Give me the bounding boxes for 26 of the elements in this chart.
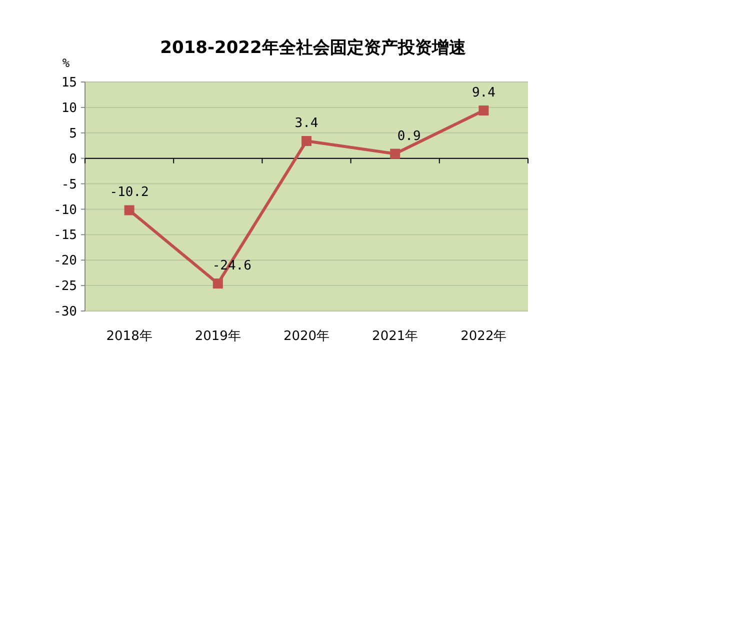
point	[124, 205, 134, 216]
x-tick-label: 2021年	[372, 329, 418, 344]
y-tick-label: -20	[54, 254, 77, 269]
point	[302, 136, 312, 146]
x-tick-label: 2019年	[194, 329, 241, 344]
y-axis-title: %	[62, 56, 70, 70]
y-tick-label: -30	[54, 304, 77, 320]
y-tick-label: 5	[69, 126, 77, 142]
data-label: 3.4	[294, 116, 318, 132]
x-tick-label: 2022年	[460, 329, 507, 344]
y-tick-label: 10	[61, 100, 77, 116]
y-tick-label: -15	[54, 228, 77, 244]
point	[212, 278, 223, 289]
x-tick-label: 2018年	[106, 329, 152, 344]
x-tick-label: 2020年	[283, 329, 330, 344]
y-tick-label: 0	[69, 152, 77, 167]
y-tick-label: -10	[54, 202, 77, 218]
data-label: -10.2	[110, 185, 149, 200]
y-tick-label: -25	[54, 279, 77, 294]
point	[478, 106, 489, 116]
y-tick-label: -5	[61, 177, 77, 192]
data-label: 9.4	[472, 86, 496, 100]
chart-title: 2018-2022年全社会固定资产投资增速	[160, 38, 466, 58]
y-tick-label: 15	[61, 76, 77, 91]
point	[390, 148, 400, 159]
data-label: 0.9	[397, 128, 421, 144]
